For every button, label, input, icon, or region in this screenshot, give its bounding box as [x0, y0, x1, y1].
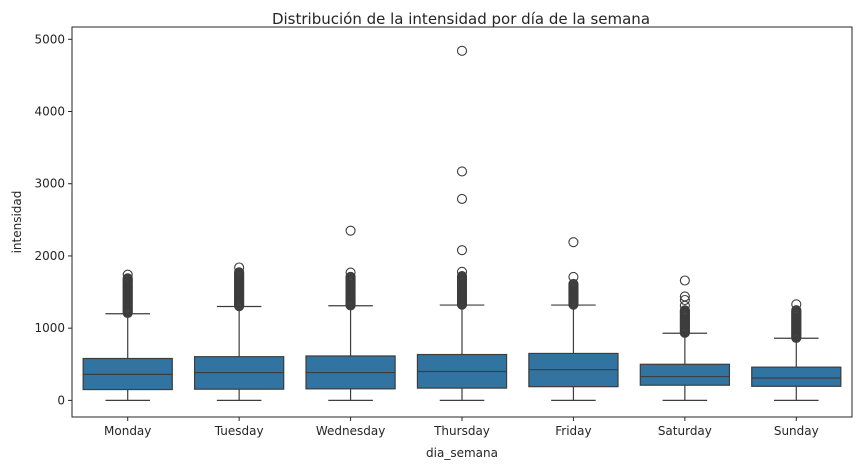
outlier-point [568, 271, 579, 282]
outlier-point [679, 291, 690, 302]
box-saturday [639, 275, 731, 401]
outlier-point [456, 271, 468, 282]
x-tick-label: Thursday [433, 424, 490, 438]
box-wednesday [305, 225, 396, 401]
outlier-point [456, 45, 468, 56]
outlier-point [456, 245, 468, 256]
box-tuesday [193, 262, 285, 401]
outlier-point [679, 305, 690, 316]
x-tick-label: Wednesday [316, 424, 385, 438]
x-tick-label: Tuesday [214, 424, 264, 438]
outlier-point [456, 193, 468, 204]
y-tick-label: 5000 [34, 32, 65, 46]
iqr-box [639, 363, 731, 386]
outlier-point [568, 237, 579, 248]
iqr-box [751, 366, 842, 387]
box-friday [528, 237, 619, 401]
x-axis-title: dia_semana [426, 446, 498, 460]
box-monday [82, 269, 173, 401]
outlier-point [234, 267, 245, 278]
outlier-point [234, 262, 245, 273]
outlier-point [791, 305, 802, 316]
outlier-point [456, 166, 468, 177]
x-tick-label: Friday [555, 424, 591, 438]
x-tick-label: Saturday [658, 424, 712, 438]
y-tick-label: 0 [57, 393, 65, 407]
plot-area [82, 45, 842, 401]
outlier-point [456, 266, 468, 277]
outlier-point [679, 294, 690, 306]
x-tick-label: Sunday [774, 424, 819, 438]
x-axis: Monday Tuesday Wednesday Thursday Friday Satu… [104, 417, 819, 438]
y-axis-title: intensidad [10, 191, 24, 254]
chart-title: Distribución de la intensidad por día de… [272, 10, 650, 28]
outlier-point [122, 273, 133, 284]
outlier-point [568, 278, 579, 289]
outlier-point [345, 271, 356, 282]
y-tick-label: 4000 [34, 105, 65, 119]
x-tick-label: Monday [104, 424, 151, 438]
y-tick-label: 3000 [34, 177, 65, 191]
y-tick-label: 2000 [34, 249, 65, 263]
outlier-point [122, 269, 133, 280]
y-tick-label: 1000 [34, 321, 65, 335]
outlier-point [791, 299, 802, 310]
box-thursday [416, 45, 508, 401]
outlier-point [345, 267, 356, 278]
outlier-point [679, 275, 690, 286]
box-sunday [751, 299, 842, 401]
outlier-point [345, 225, 356, 236]
y-axis: 0 1000 2000 3000 4000 5000 [34, 32, 72, 407]
